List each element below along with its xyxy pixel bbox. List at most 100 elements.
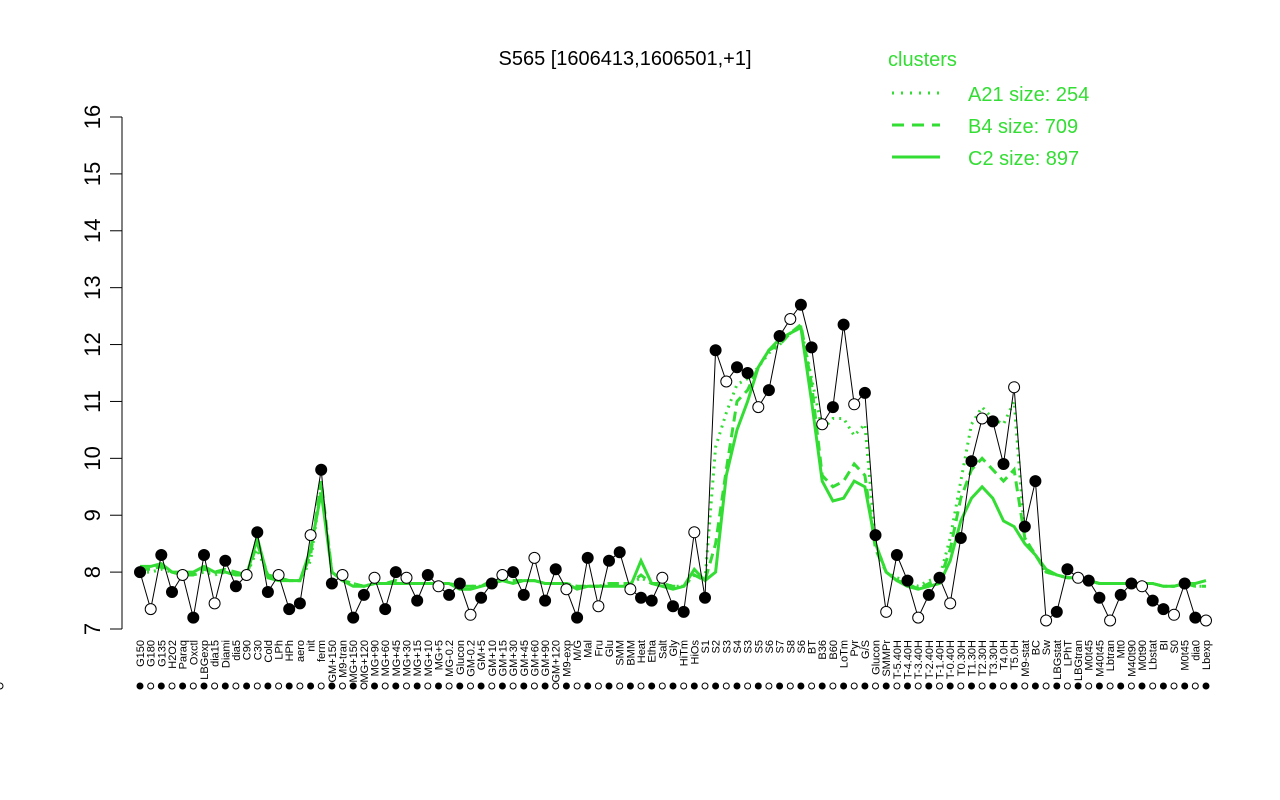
x-rug-mark bbox=[243, 682, 251, 690]
x-rug-mark bbox=[264, 682, 272, 690]
x-tick-label: dia15 bbox=[210, 640, 222, 667]
x-rug-mark bbox=[808, 682, 816, 690]
data-point bbox=[1146, 594, 1159, 607]
x-rug-mark bbox=[285, 682, 293, 690]
data-point bbox=[1189, 611, 1202, 624]
x-rug-mark bbox=[637, 682, 645, 690]
data-point bbox=[1125, 577, 1138, 590]
data-point bbox=[581, 551, 594, 564]
x-tick-label: Heat bbox=[636, 640, 648, 663]
x-tick-label: nit bbox=[306, 640, 318, 652]
data-point bbox=[613, 546, 626, 559]
x-tick-label: C30 bbox=[252, 640, 264, 660]
x-rug-mark bbox=[168, 682, 176, 690]
x-tick-label: MG+150 bbox=[348, 640, 360, 683]
data-point bbox=[1050, 605, 1063, 618]
data-point bbox=[144, 603, 157, 616]
x-tick-label: C90 bbox=[242, 640, 254, 660]
x-tick-label: LPh bbox=[274, 640, 286, 660]
x-tick-label: M9-exp bbox=[561, 640, 573, 677]
x-tick-label: M/G bbox=[572, 640, 584, 661]
x-tick-label: G/S bbox=[860, 640, 872, 659]
data-point bbox=[507, 566, 520, 579]
x-rug-mark bbox=[1010, 682, 1018, 690]
data-point bbox=[155, 549, 168, 561]
x-tick-label: Salt bbox=[657, 640, 669, 659]
data-point bbox=[272, 569, 285, 581]
x-rug-mark bbox=[744, 682, 752, 690]
data-point bbox=[1093, 591, 1106, 604]
data-point bbox=[219, 554, 232, 567]
legend-label-a21: A21 size: 254 bbox=[968, 84, 1089, 106]
legend-title: clusters bbox=[888, 49, 957, 71]
x-rug-mark bbox=[435, 682, 442, 690]
x-tick-label: MG+10 bbox=[423, 640, 435, 676]
data-point bbox=[986, 415, 999, 428]
x-rug-mark bbox=[648, 682, 656, 690]
data-points bbox=[134, 298, 1212, 627]
x-rug-mark bbox=[946, 682, 954, 690]
data-point bbox=[720, 375, 733, 388]
x-rug-mark bbox=[296, 682, 304, 690]
data-point bbox=[315, 463, 328, 476]
x-rug-mark bbox=[1085, 682, 1093, 690]
x-tick-label: B60 bbox=[828, 640, 840, 660]
x-rug-mark bbox=[1053, 682, 1061, 690]
data-point bbox=[389, 566, 402, 579]
data-point bbox=[1168, 608, 1180, 621]
x-tick-label: S7 bbox=[775, 640, 787, 653]
x-tick-label: GM+150 bbox=[327, 640, 339, 683]
x-tick-label: Paraq bbox=[178, 640, 190, 669]
x-tick-label: LoTm bbox=[839, 640, 851, 668]
data-point bbox=[411, 594, 424, 607]
x-tick-label: ferm bbox=[316, 640, 328, 662]
x-rug-mark bbox=[530, 682, 538, 690]
x-rug-mark bbox=[690, 682, 698, 690]
x-rug-mark bbox=[669, 682, 677, 690]
x-rug-mark bbox=[200, 682, 208, 690]
x-rug-mark bbox=[989, 682, 997, 690]
x-rug-mark bbox=[360, 682, 368, 690]
data-point bbox=[944, 597, 957, 610]
x-tick-label: dia0 bbox=[1190, 640, 1202, 661]
data-point bbox=[443, 588, 456, 601]
x-tick-label: G135 bbox=[156, 640, 168, 667]
x-rug-mark bbox=[626, 682, 634, 690]
x-rug-mark bbox=[157, 682, 165, 690]
x-tick-label: S5 bbox=[753, 640, 765, 653]
x-tick-label: T0.30H bbox=[956, 640, 968, 676]
data-point bbox=[1104, 614, 1117, 627]
x-rug-mark bbox=[211, 682, 219, 690]
y-tick-label: 9 bbox=[80, 509, 105, 521]
x-tick-label: Glucon bbox=[871, 640, 883, 675]
data-point bbox=[773, 330, 786, 342]
x-rug-mark bbox=[754, 682, 762, 690]
x-tick-label: Lbexp bbox=[1201, 640, 1213, 670]
data-point bbox=[539, 594, 552, 607]
x-tick-label: MG+60 bbox=[380, 640, 392, 676]
x-rug-mark bbox=[136, 682, 144, 690]
data-point bbox=[848, 398, 861, 411]
x-rug-mark bbox=[840, 682, 848, 690]
x-tick-label: Glucon bbox=[455, 640, 467, 675]
x-rug-mark bbox=[957, 682, 965, 690]
data-point bbox=[453, 577, 466, 590]
x-rug-mark bbox=[712, 682, 720, 690]
data-point bbox=[976, 412, 989, 425]
data-point bbox=[1008, 381, 1021, 394]
x-rug-mark bbox=[1021, 682, 1029, 690]
x-tick-label: BC bbox=[1030, 640, 1042, 655]
x-rug-mark bbox=[776, 682, 784, 690]
data-point bbox=[293, 597, 306, 610]
x-tick-label: T4.0H bbox=[999, 640, 1011, 670]
x-tick-label: GM+45 bbox=[519, 640, 531, 676]
data-point bbox=[283, 603, 296, 616]
x-tick-label: HPh bbox=[284, 640, 296, 661]
x-tick-label: S3 bbox=[743, 640, 755, 653]
x-tick-label: GM+60 bbox=[529, 640, 541, 676]
x-rug-mark bbox=[1074, 682, 1082, 690]
x-rug-mark bbox=[850, 682, 858, 690]
x-tick-label: MG+30 bbox=[402, 640, 414, 676]
data-point bbox=[208, 597, 221, 610]
data-point bbox=[592, 600, 605, 613]
